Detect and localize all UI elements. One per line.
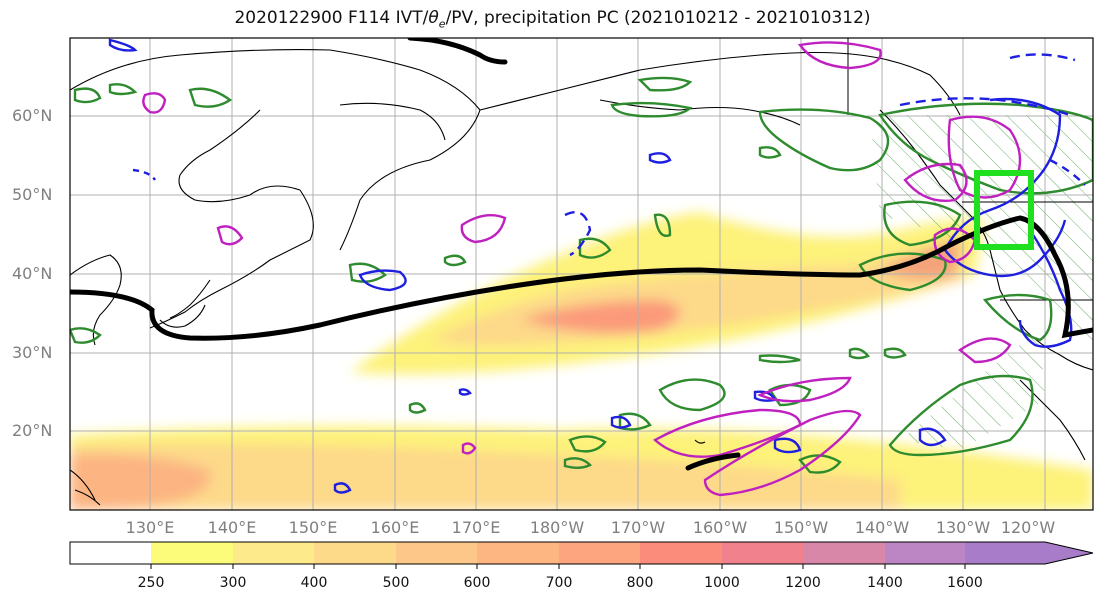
lon-label-180w: 180°W [529,518,585,537]
ivt-line [70,38,1093,471]
blue-contours [108,38,1086,494]
colorbar-tick-1200: 1200 [785,575,821,591]
green-contours [70,76,1093,474]
colorbar-tick-1000: 1000 [704,575,740,591]
colorbar-tick-1600: 1600 [947,575,983,591]
lon-label-130w: 130°W [935,518,991,537]
lon-label-160w: 160°W [692,518,748,537]
colorbar-tick-400: 400 [300,575,328,591]
colorbar-tick-700: 700 [545,575,573,591]
lat-label-20n: 20°N [12,421,53,440]
lon-label-130e: 130°E [125,518,175,537]
lon-label-140w: 140°W [854,518,910,537]
lon-label-150e: 150°E [288,518,338,537]
colorbar-tick-800: 800 [626,575,654,591]
colorbar-tick-1400: 1400 [867,575,903,591]
colorbar-tick-500: 500 [382,575,410,591]
lat-label-60n: 60°N [12,106,53,125]
region-box [974,170,1034,250]
hatch-region [870,115,1093,360]
lon-label-160e: 160°E [370,518,420,537]
colorbar-tick-250: 250 [137,575,165,591]
colorbar-tick-300: 300 [219,575,247,591]
colorbar-tick-600: 600 [463,575,491,591]
hatch-region-south [900,330,1045,450]
lon-label-140e: 140°E [207,518,257,537]
lon-label-150w: 150°W [773,518,829,537]
lon-label-170w: 170°W [610,518,666,537]
map-frame [69,37,1094,511]
lat-label-30n: 30°N [12,343,53,362]
lon-label-170e: 170°E [451,518,501,537]
colorbar [69,541,1094,569]
lat-label-40n: 40°N [12,264,53,283]
lat-label-50n: 50°N [12,185,53,204]
map-title: 2020122900 F114 IVT/θe/PV, precipitation… [234,8,871,31]
lon-label-120w: 120°W [1000,518,1056,537]
